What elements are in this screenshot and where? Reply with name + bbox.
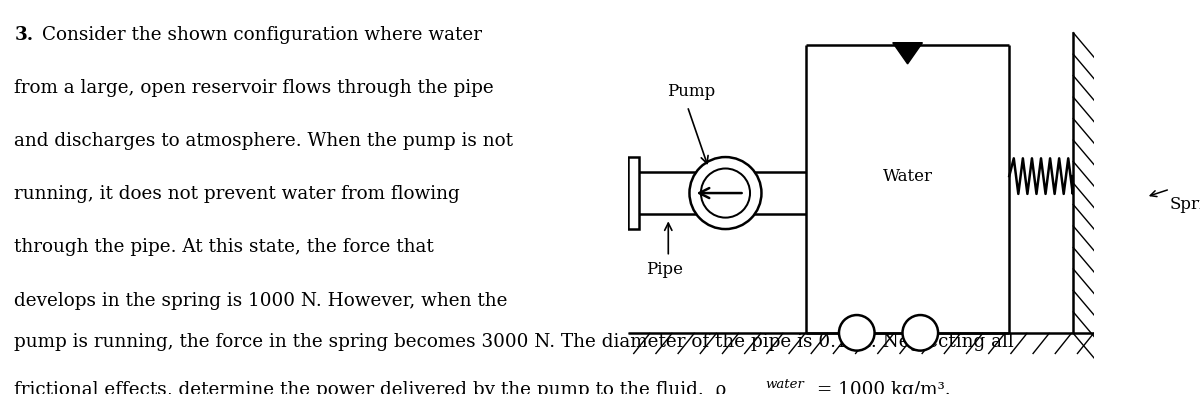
Text: through the pipe. At this state, the force that: through the pipe. At this state, the for…: [14, 238, 434, 256]
Text: Pump: Pump: [667, 83, 715, 100]
Circle shape: [690, 157, 762, 229]
Polygon shape: [893, 43, 923, 64]
Text: running, it does not prevent water from flowing: running, it does not prevent water from …: [14, 185, 460, 203]
Text: and discharges to atmosphere. When the pump is not: and discharges to atmosphere. When the p…: [14, 132, 514, 150]
Circle shape: [701, 169, 750, 217]
Bar: [628, 157, 638, 229]
Text: water: water: [766, 378, 804, 391]
Text: 3.: 3.: [14, 26, 34, 44]
Text: frictional effects, determine the power delivered by the pump to the fluid.  ρ: frictional effects, determine the power …: [14, 381, 727, 394]
Text: develops in the spring is 1000 N. However, when the: develops in the spring is 1000 N. Howeve…: [14, 292, 508, 310]
Text: pump is running, the force in the spring becomes 3000 N. The diameter of the pip: pump is running, the force in the spring…: [14, 333, 1014, 351]
Text: Consider the shown configuration where water: Consider the shown configuration where w…: [42, 26, 482, 44]
Text: Water: Water: [882, 167, 932, 185]
Text: = 1000 kg/m³.: = 1000 kg/m³.: [811, 381, 950, 394]
Text: Spring: Spring: [1170, 196, 1200, 214]
Text: from a large, open reservoir flows through the pipe: from a large, open reservoir flows throu…: [14, 79, 494, 97]
Circle shape: [902, 315, 938, 351]
Circle shape: [839, 315, 875, 351]
Text: Pipe: Pipe: [646, 261, 683, 278]
